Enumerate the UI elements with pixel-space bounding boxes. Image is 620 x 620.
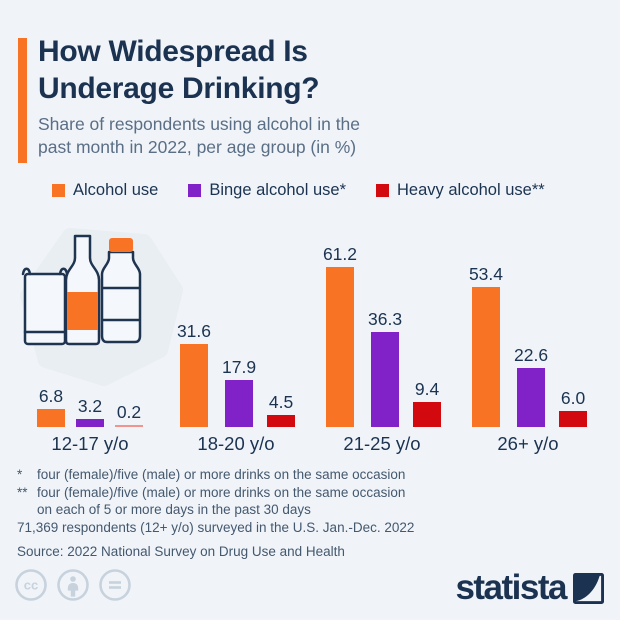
bar-value-label: 6.8 — [38, 386, 64, 407]
svg-text:cc: cc — [24, 578, 38, 593]
bar-value-label: 0.2 — [116, 402, 142, 422]
attribution-icon[interactable] — [56, 568, 90, 602]
bar-value-label: 22.6 — [514, 344, 549, 365]
plastic-bottle-icon — [100, 238, 142, 344]
bar — [267, 415, 296, 427]
bar-value-label: 61.2 — [322, 243, 357, 264]
legend-label: Heavy alcohol use** — [397, 181, 545, 199]
chart-subtitle: Share of respondents using alcohol in th… — [38, 114, 361, 157]
bar-group: 61.2 36.3 9.4 21-25 y/o — [309, 244, 455, 456]
source-note: Source: 2022 National Survey on Drug Use… — [17, 544, 345, 559]
bar-value-label: 53.4 — [468, 264, 503, 285]
bar-value-label: 31.6 — [176, 321, 211, 342]
legend-label: Binge alcohol use* — [209, 181, 346, 199]
respondents-note: 71,369 respondents (12+ y/o) surveyed in… — [17, 519, 415, 535]
bar — [37, 409, 65, 427]
bar — [325, 266, 354, 427]
footnote-doublestar-marker: ** — [17, 484, 28, 500]
bar-value-label: 9.4 — [414, 379, 440, 400]
bar — [76, 418, 104, 427]
bar — [115, 425, 143, 427]
legend-swatch-orange — [52, 184, 65, 197]
category-label: 18-20 y/o — [197, 433, 275, 454]
legend-item-alcohol-use: Alcohol use — [52, 181, 158, 200]
footnote-doublestar-text: four (female)/five (male) or more drinks… — [37, 484, 406, 500]
category-label: 26+ y/o — [497, 433, 559, 454]
can-icon — [21, 267, 69, 346]
footnote-star-marker: * — [17, 467, 23, 482]
bar — [471, 287, 500, 427]
bar-group: 6.8 3.2 0.2 12-17 y/o — [17, 386, 163, 456]
statista-logo[interactable]: statista — [455, 570, 604, 606]
bar — [179, 344, 208, 427]
footnotes: * four (female)/five (male) or more drin… — [17, 466, 414, 561]
category-label: 21-25 y/o — [343, 433, 421, 454]
legend: Alcohol use Binge alcohol use* Heavy alc… — [52, 181, 545, 200]
bar — [517, 367, 546, 427]
footnote-doublestar-text2: on each of 5 or more days in the past 30… — [37, 502, 311, 517]
footnote-star-text: four (female)/five (male) or more drinks… — [37, 467, 406, 482]
no-derivatives-icon[interactable] — [98, 568, 132, 602]
category-label: 12-17 y/o — [51, 433, 129, 454]
legend-item-binge-alcohol-use: Binge alcohol use* — [188, 181, 346, 200]
bar — [225, 380, 254, 427]
cc-icon[interactable]: cc — [14, 568, 48, 602]
bar-chart: 6.8 3.2 0.2 12-17 y/o 31.6 17.9 4.5 18-20 y/o 61… — [17, 230, 601, 456]
bar-value-label: 3.2 — [77, 395, 103, 416]
license-icons: cc — [14, 568, 132, 602]
bar — [371, 331, 400, 427]
bar — [559, 411, 588, 427]
page-title: How Widespread Is Underage Drinking? — [38, 35, 320, 105]
wine-label — [67, 292, 98, 330]
legend-swatch-red — [376, 184, 389, 197]
statista-logo-icon — [573, 572, 604, 604]
bar — [413, 402, 442, 427]
bar-value-label: 6.0 — [560, 388, 586, 409]
accent-bar — [18, 38, 27, 163]
bottle-cap — [109, 238, 133, 252]
statista-logo-text: statista — [455, 568, 567, 607]
legend-item-heavy-alcohol-use: Heavy alcohol use** — [376, 181, 545, 200]
legend-swatch-purple — [188, 184, 202, 197]
bar-value-label: 17.9 — [222, 357, 257, 378]
legend-label: Alcohol use — [73, 181, 159, 199]
wine-bottle-icon — [64, 234, 101, 346]
bar-value-label: 4.5 — [268, 392, 294, 413]
drinks-illustration — [20, 228, 183, 386]
bar-value-label: 36.3 — [368, 308, 403, 329]
bar-group: 31.6 17.9 4.5 18-20 y/o — [163, 321, 309, 456]
bar-group: 53.4 22.6 6.0 26+ y/o — [455, 264, 601, 456]
